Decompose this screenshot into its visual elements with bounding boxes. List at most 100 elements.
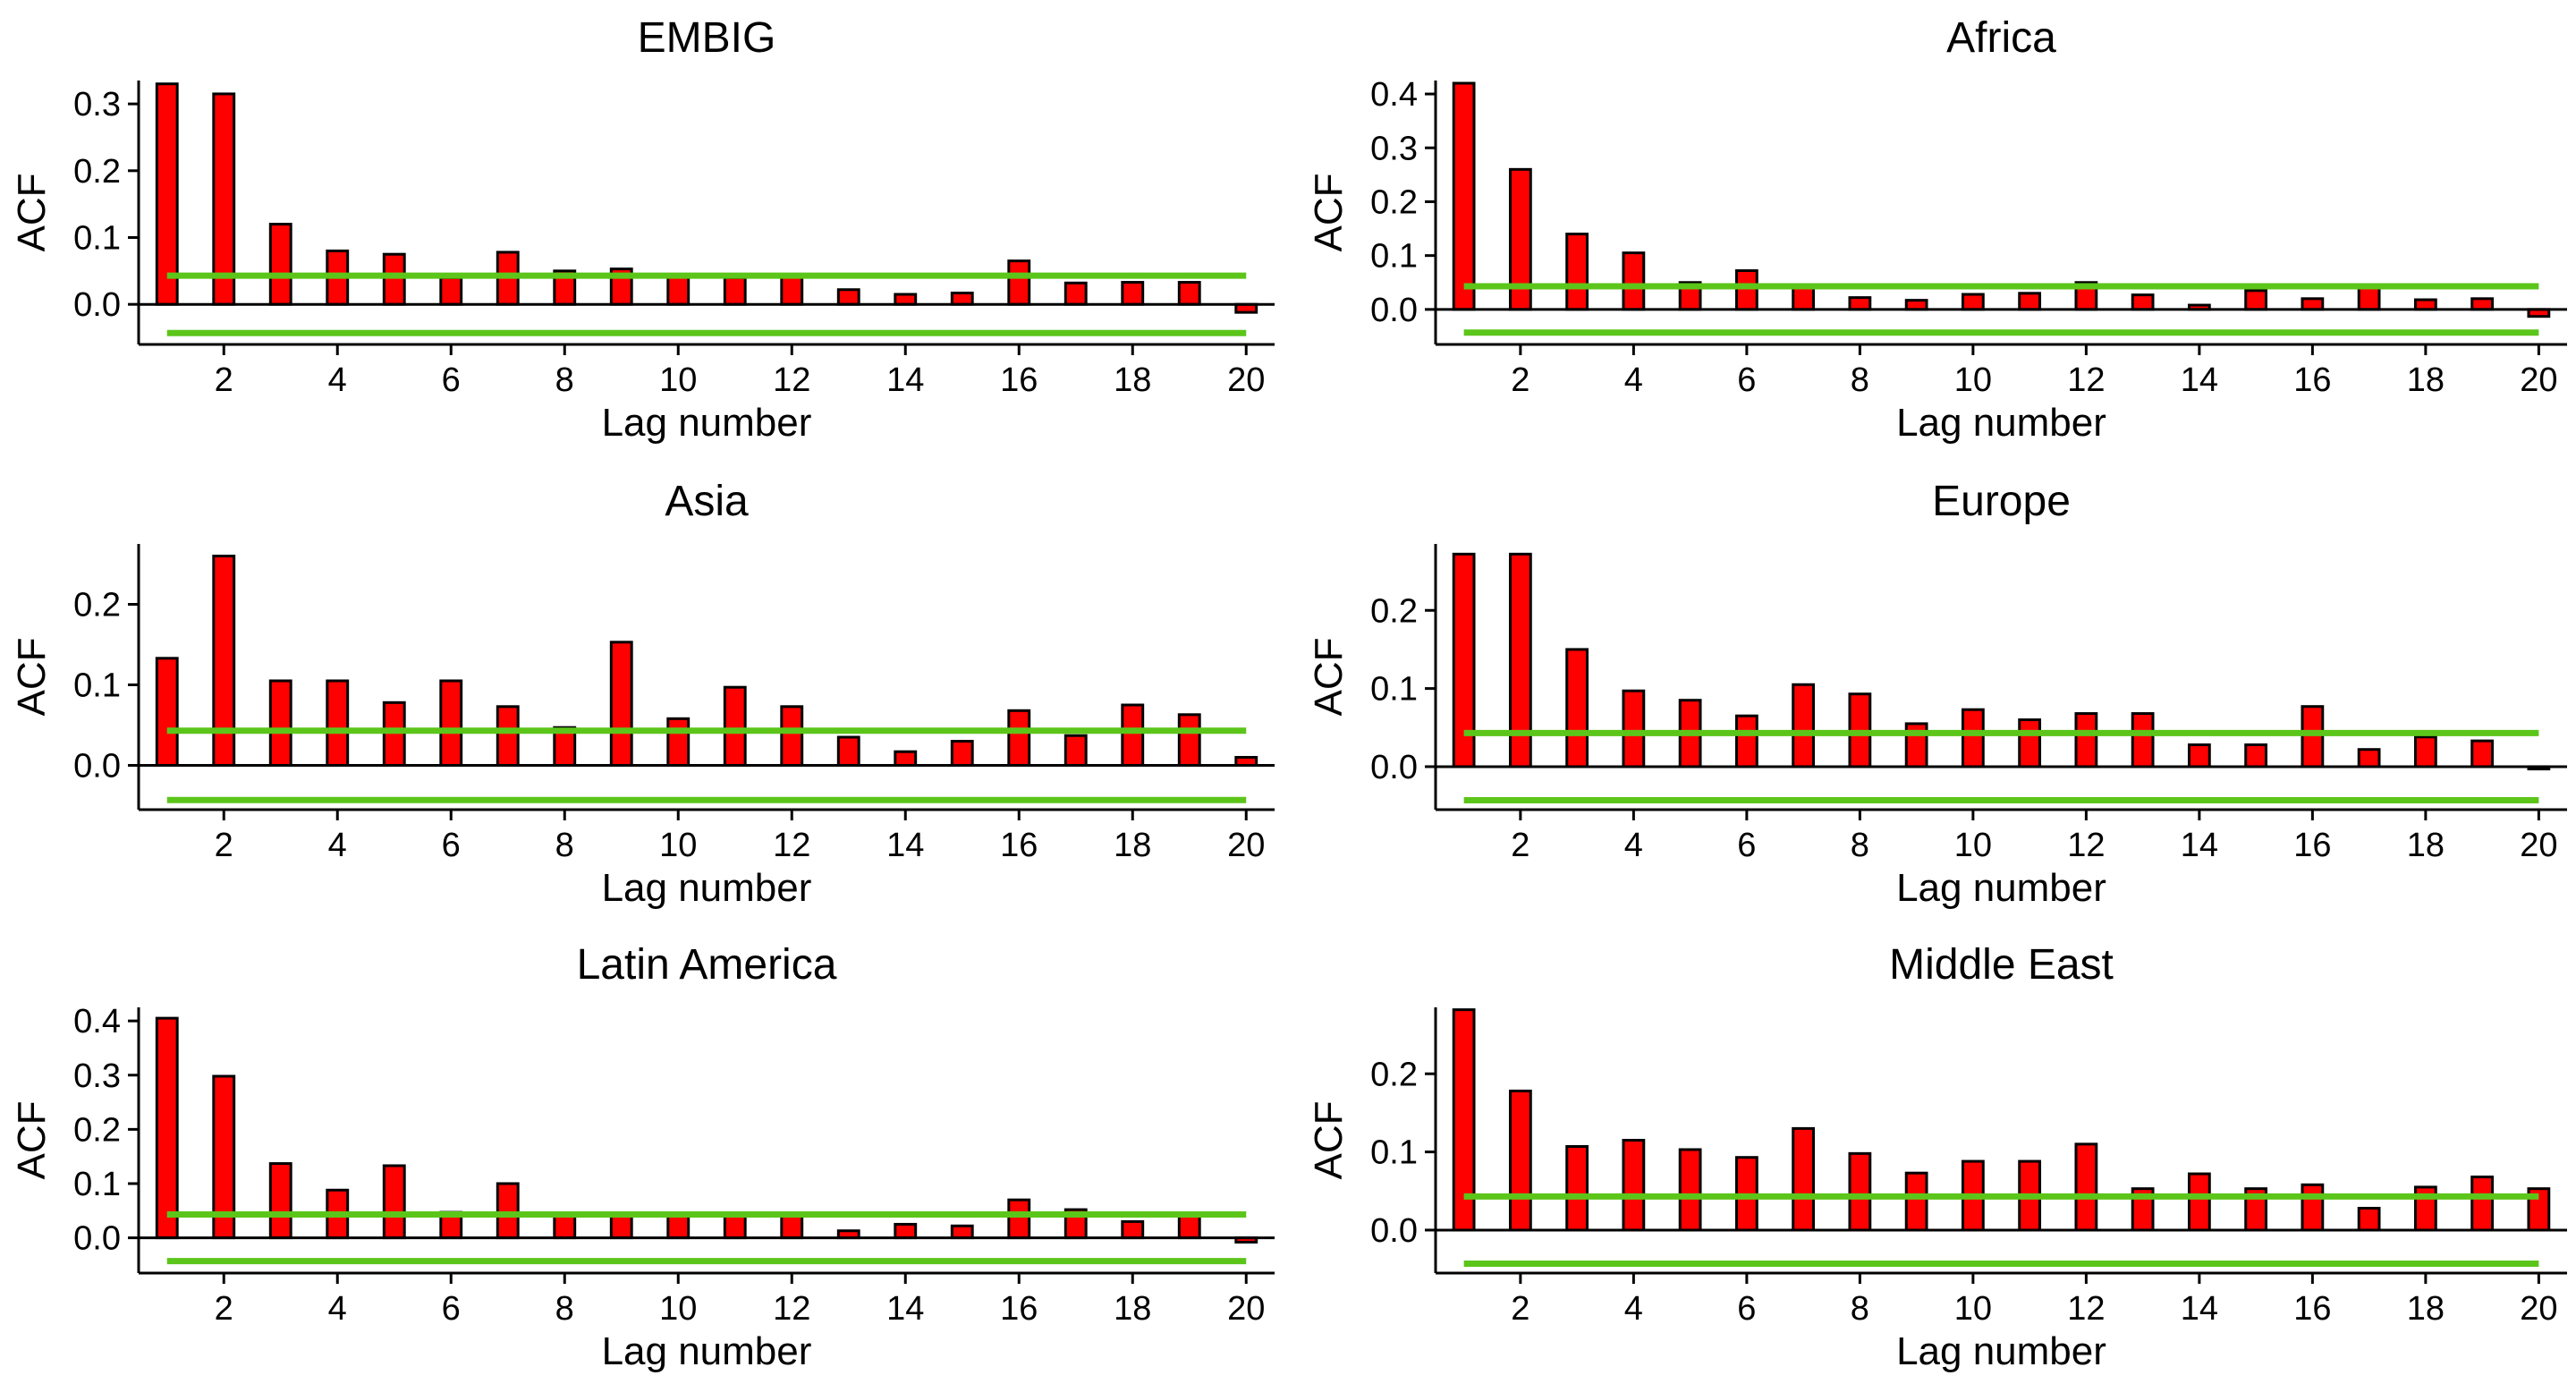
acf-bar-lag-14: [894, 293, 918, 306]
x-tick-label: 6: [442, 361, 461, 399]
acf-bar-lag-9: [1904, 299, 1928, 311]
panel-embig: EMBIG 0.0 0.1 0.2 0.3 2 4 6 8 10 12 14 16 18 20 Lag num…: [10, 14, 1275, 445]
x-tick-label: 14: [2181, 827, 2218, 864]
acf-bar-lag-18: [1121, 703, 1145, 767]
acf-bar-lag-6: [439, 679, 463, 767]
acf-bar-lag-3: [268, 1162, 292, 1240]
acf-bar-lag-17: [2357, 286, 2381, 311]
x-tick-label: 20: [1227, 361, 1265, 399]
y-axis-title: ACF: [1307, 1101, 1351, 1180]
acf-bar-lag-17: [2357, 1206, 2381, 1232]
acf-bar-lag-10: [666, 273, 691, 306]
acf-bar-lag-14: [2187, 1172, 2211, 1232]
acf-bar-lag-18: [1121, 281, 1145, 306]
acf-bar-lag-15: [950, 1224, 974, 1240]
x-tick-label: 2: [1511, 827, 1530, 864]
x-axis-title: Lag number: [1896, 866, 2106, 910]
acf-bar-lag-18: [1121, 1219, 1145, 1240]
x-tick-label: 14: [2181, 1290, 2218, 1328]
acf-bar-lag-5: [382, 1164, 406, 1240]
x-tick-label: 20: [2520, 827, 2557, 864]
acf-bar-lag-7: [1792, 286, 1816, 311]
x-tick-label: 4: [1624, 361, 1643, 399]
x-tick-label: 12: [2067, 1290, 2105, 1328]
x-tick-label: 20: [2520, 1290, 2557, 1328]
x-tick-label: 8: [1851, 361, 1869, 399]
acf-bar-lag-16: [2301, 705, 2325, 768]
acf-bar-lag-11: [723, 685, 747, 768]
acf-bar-lag-16: [1007, 1198, 1031, 1240]
acf-bar-lag-16: [2301, 1183, 2325, 1232]
acf-bar-lag-7: [1792, 683, 1816, 768]
acf-bar-lag-4: [326, 679, 350, 767]
x-tick-label: 18: [1114, 827, 1151, 864]
x-tick-label: 4: [328, 827, 347, 864]
x-tick-label: 14: [2181, 361, 2218, 399]
y-tick-label: 0.1: [73, 1166, 121, 1203]
y-tick-label: 0.2: [73, 587, 121, 624]
acf-bar-lag-19: [1177, 713, 1201, 767]
y-tick-label: 0.2: [1370, 183, 1418, 221]
acf-bar-lag-19: [2470, 1176, 2495, 1232]
acf-bar-lag-12: [780, 275, 804, 306]
panel-latin-america: Latin America 0.0 0.1 0.2 0.3 0.4 2 4 6 8 10 12 14 16…: [10, 941, 1275, 1373]
x-tick-label: 2: [1511, 1290, 1530, 1328]
y-tick-label: 0.2: [73, 1111, 121, 1149]
acf-bar-lag-19: [1177, 1214, 1201, 1240]
y-tick-label: 0.0: [1370, 749, 1418, 786]
acf-bar-lag-4: [1622, 689, 1646, 768]
x-tick-label: 4: [328, 1290, 347, 1328]
acf-bar-lag-17: [1063, 734, 1088, 768]
x-tick-label: 16: [1000, 361, 1038, 399]
acf-bar-lag-19: [2470, 739, 2495, 768]
x-tick-label: 18: [2407, 1290, 2445, 1328]
panel-middle-east: Middle East 0.0 0.1 0.2 2 4 6 8 10 12 14 16 18 20 Lag …: [1307, 941, 2567, 1373]
x-tick-label: 2: [215, 827, 233, 864]
x-axis-title: Lag number: [602, 1329, 812, 1373]
acf-bar-lag-6: [439, 276, 463, 306]
acf-bar-lag-12: [2074, 1142, 2098, 1232]
acf-bar-lag-10: [1961, 708, 1985, 768]
y-tick-label: 0.0: [73, 748, 121, 785]
x-tick-label: 10: [659, 827, 697, 864]
y-tick-label: 0.2: [1370, 592, 1418, 630]
acf-bar-lag-4: [1622, 251, 1646, 311]
y-tick-label: 0.1: [1370, 1134, 1418, 1172]
acf-bar-lag-3: [268, 223, 292, 306]
x-tick-label: 16: [2293, 1290, 2331, 1328]
y-tick-label: 0.3: [73, 1057, 121, 1095]
x-tick-label: 12: [773, 361, 810, 399]
y-tick-label: 0.0: [73, 1220, 121, 1258]
acf-bar-lag-5: [382, 700, 406, 767]
x-tick-label: 12: [2067, 827, 2105, 864]
acf-bar-lag-11: [2018, 718, 2042, 768]
acf-bar-lag-14: [894, 1222, 918, 1240]
y-axis-title: ACF: [10, 1101, 54, 1180]
acf-bar-lag-4: [1622, 1139, 1646, 1232]
acf-bar-lag-5: [1678, 1148, 1702, 1232]
x-tick-label: 14: [886, 1290, 924, 1328]
y-tick-label: 0.4: [73, 1003, 121, 1040]
acf-bar-lag-8: [1848, 296, 1872, 311]
y-tick-label: 0.0: [73, 286, 121, 324]
x-tick-label: 16: [1000, 827, 1038, 864]
acf-bar-lag-9: [609, 641, 633, 767]
x-tick-label: 16: [2293, 361, 2331, 399]
x-tick-label: 10: [659, 1290, 697, 1328]
acf-bar-lag-10: [666, 1214, 691, 1240]
acf-bar-lag-7: [496, 705, 520, 767]
acf-bar-lag-15: [2244, 743, 2268, 768]
acf-bar-lag-16: [2301, 297, 2325, 311]
acf-bar-lag-9: [1904, 1171, 1928, 1232]
x-tick-label: 4: [328, 361, 347, 399]
acf-bar-lag-7: [496, 1182, 520, 1240]
acf-bar-lag-6: [1734, 714, 1758, 768]
x-tick-label: 18: [2407, 827, 2445, 864]
acf-bar-lag-7: [1792, 1126, 1816, 1232]
acf-bar-lag-13: [2131, 712, 2155, 768]
acf-bar-lag-3: [1565, 648, 1589, 768]
x-tick-label: 4: [1624, 1290, 1643, 1328]
x-tick-label: 10: [1954, 361, 1992, 399]
x-tick-label: 16: [1000, 1290, 1038, 1328]
